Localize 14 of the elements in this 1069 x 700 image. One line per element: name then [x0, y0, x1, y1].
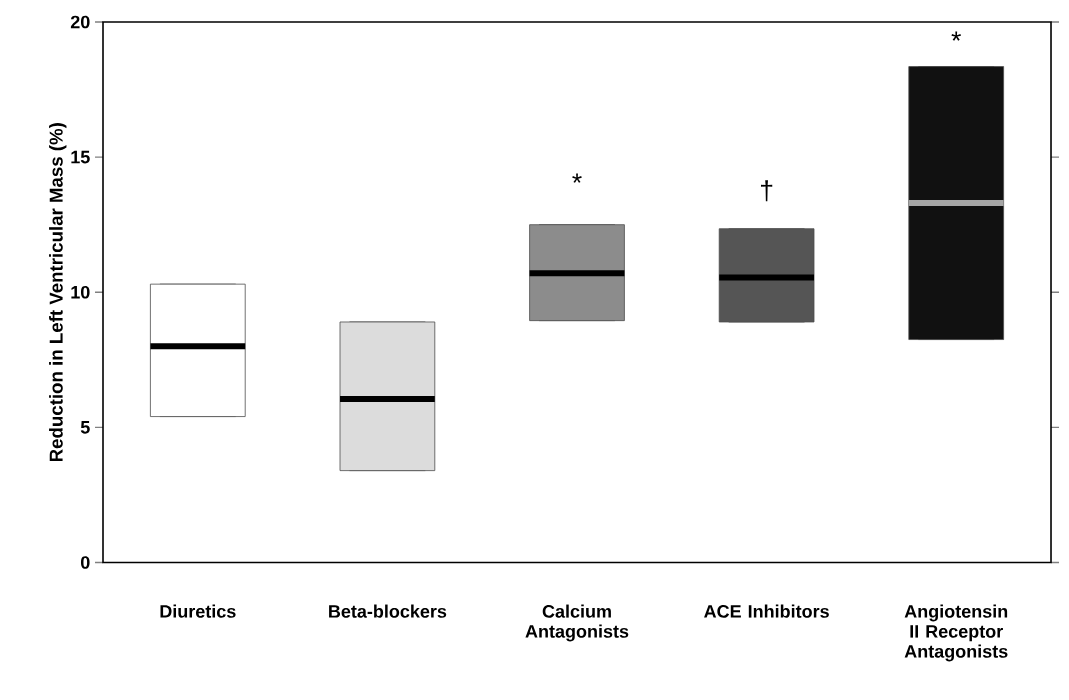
- x-tick-label: ACE Inhibitors: [704, 604, 829, 618]
- y-axis-title: Reduction in Left Ventricular Mass (%): [49, 123, 67, 462]
- y-tick-label: 10: [71, 285, 90, 299]
- annotation: †: [760, 180, 773, 202]
- x-tick-label: Beta-blockers: [329, 604, 447, 618]
- y-tick-label: 0: [80, 556, 90, 569]
- y-tick-label: 5: [80, 421, 90, 434]
- annotation: *: [951, 31, 961, 41]
- x-tick-label: Calcium Antagonists: [525, 604, 629, 642]
- x-tick-label: Angiotensin II Receptor Antagonists: [904, 604, 1008, 662]
- y-tick-label: 15: [71, 150, 90, 164]
- annotation: *: [572, 173, 582, 183]
- y-tick-label: 20: [70, 15, 90, 29]
- x-tick-label: Diuretics: [160, 604, 236, 618]
